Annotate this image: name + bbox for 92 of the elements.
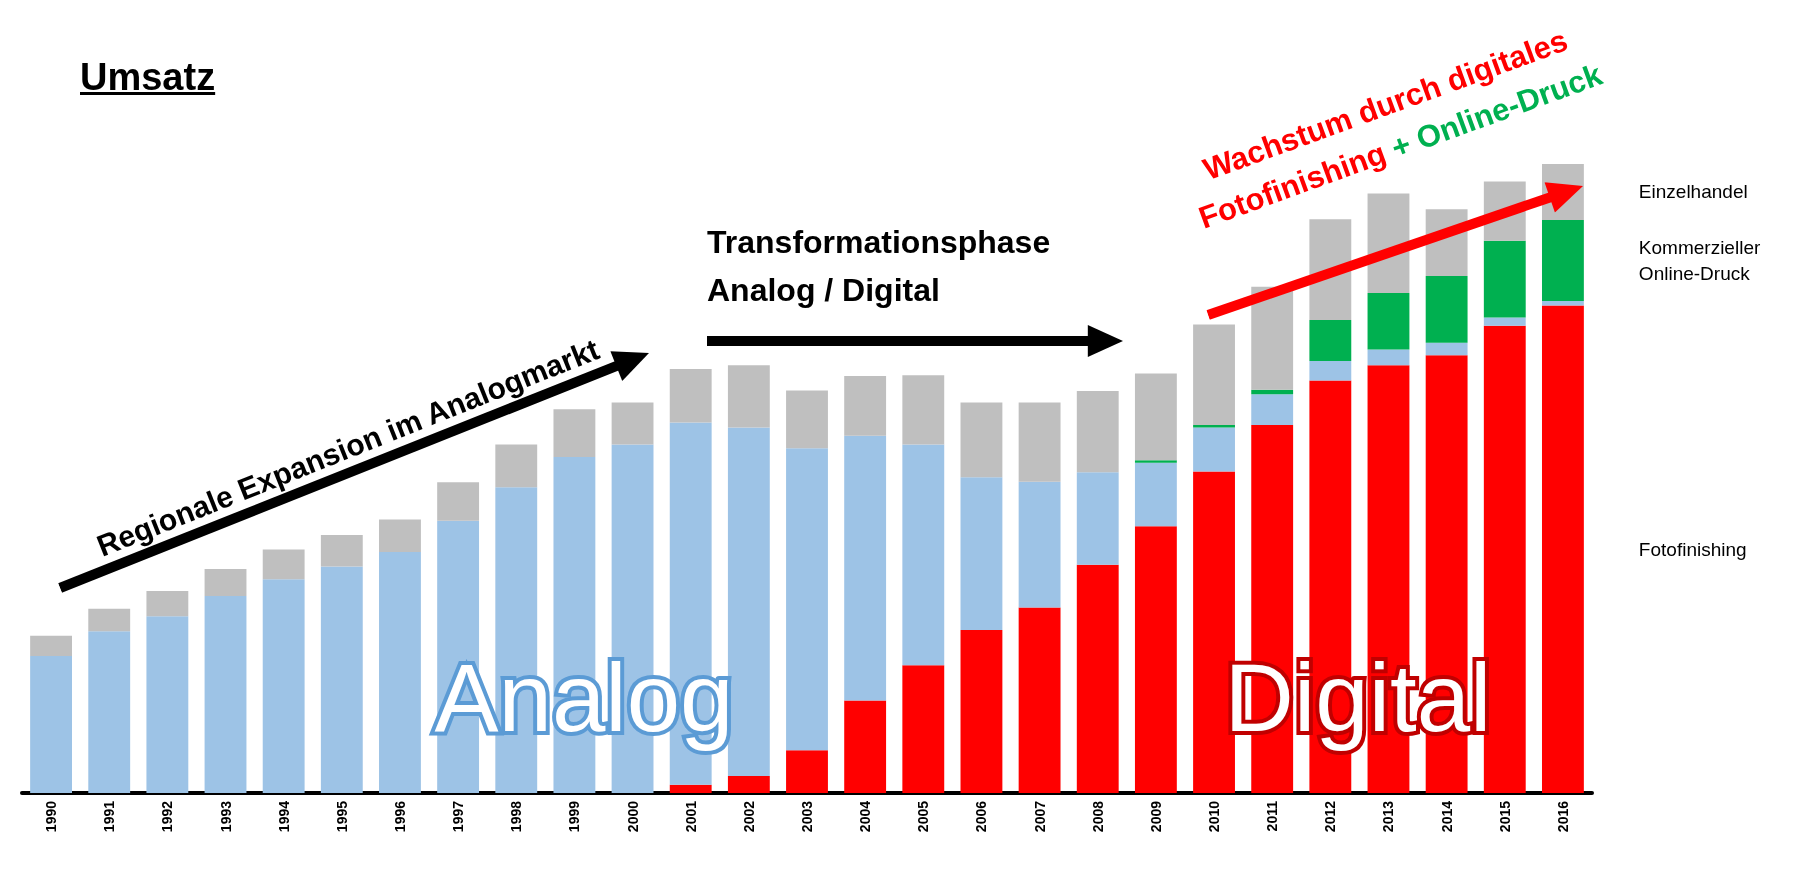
- bar: [1425, 275, 1468, 343]
- bar: [262, 579, 305, 793]
- bar: [1076, 564, 1119, 793]
- bar: [88, 608, 131, 632]
- x-tick-label: 2009: [1147, 800, 1164, 833]
- bar: [669, 369, 712, 423]
- x-tick-label: 2007: [1031, 800, 1048, 833]
- bar: [727, 776, 770, 793]
- bar: [1018, 481, 1061, 608]
- x-tick-label: 1993: [217, 800, 234, 833]
- bar: [1367, 292, 1410, 350]
- x-tick-label: 2003: [799, 800, 815, 833]
- bar: [786, 448, 828, 751]
- bar: [844, 700, 887, 793]
- x-tick-label: 1991: [101, 800, 118, 833]
- bar: [1251, 286, 1294, 390]
- x-tick-label: 2002: [740, 800, 757, 833]
- x-tick-label: 1994: [275, 800, 292, 833]
- bar: [320, 566, 363, 793]
- text: Fotofinishing: [1638, 538, 1747, 560]
- bar: [1193, 324, 1235, 426]
- bar: [1076, 472, 1119, 565]
- bar: [844, 435, 887, 701]
- bar: [1251, 394, 1294, 426]
- bar: [727, 365, 770, 428]
- bar: [786, 390, 828, 449]
- bar: [379, 552, 421, 793]
- x-tick-label: 2016: [1554, 800, 1571, 833]
- bar: [1018, 607, 1061, 793]
- x-tick-label: 1996: [391, 800, 408, 833]
- x-tick-label: 1992: [159, 800, 176, 833]
- bar: [1134, 373, 1177, 461]
- x-tick-label: 2005: [915, 800, 932, 833]
- bar: [1193, 427, 1235, 472]
- x-tick-label: 1998: [508, 800, 525, 833]
- bar: [1541, 305, 1584, 793]
- bar: [786, 750, 828, 793]
- bar: [437, 482, 480, 521]
- bar: [960, 477, 1003, 631]
- bar: [844, 375, 887, 436]
- bar: [146, 616, 189, 793]
- x-tick-label: 2008: [1089, 800, 1106, 833]
- bar: [1483, 317, 1526, 326]
- x-tick-label: 2011: [1264, 800, 1281, 832]
- x-tick-label: 2000: [624, 800, 641, 833]
- bar: [1076, 391, 1119, 473]
- bar: [204, 596, 247, 793]
- text: Kommerzieller Online-Druck: [1638, 237, 1766, 285]
- x-tick-label: 2015: [1496, 800, 1513, 833]
- bar: [146, 591, 189, 617]
- x-tick-label: 1999: [566, 800, 583, 833]
- bar: [379, 519, 421, 553]
- bar: [204, 569, 247, 597]
- bar: [262, 549, 305, 580]
- bar: [1541, 301, 1584, 306]
- bar: [960, 630, 1003, 793]
- bar: [669, 784, 712, 793]
- bar: [1193, 425, 1235, 428]
- x-tick-label: 2014: [1438, 800, 1455, 833]
- chart-title: Umsatz: [80, 56, 216, 99]
- bar: [611, 402, 654, 445]
- bar: [1367, 349, 1410, 366]
- bar: [1018, 402, 1061, 482]
- bar: [1309, 360, 1352, 381]
- x-tick-label: 2001: [682, 800, 699, 833]
- bar: [1134, 462, 1177, 527]
- bar: [30, 655, 73, 793]
- bar: [1134, 526, 1177, 793]
- bar: [902, 444, 945, 666]
- text: Einzelhandel: [1638, 181, 1748, 203]
- annotation: Transformationsphase Analog / Digital: [707, 223, 1052, 310]
- bar: [320, 535, 363, 567]
- bar: [960, 402, 1003, 478]
- bar: [902, 375, 945, 445]
- bar: [1541, 219, 1584, 302]
- bar: [1251, 389, 1294, 395]
- bar: [1309, 319, 1352, 361]
- bar: [1134, 460, 1177, 463]
- x-tick-label: 2006: [973, 800, 990, 833]
- bar: [30, 635, 73, 656]
- x-tick-label: 1990: [43, 800, 60, 833]
- x-tick-label: 1997: [450, 800, 467, 833]
- bar: [902, 665, 945, 793]
- bar: [495, 444, 538, 488]
- bar: [1425, 342, 1468, 356]
- bar: [88, 631, 131, 793]
- x-tick-label: 2004: [857, 800, 874, 833]
- x-tick-label: 2010: [1206, 800, 1223, 833]
- x-tick-label: 1995: [333, 800, 350, 833]
- x-tick-label: 2012: [1322, 800, 1339, 833]
- x-tick-label: 2013: [1380, 800, 1397, 833]
- bar: [1483, 240, 1526, 318]
